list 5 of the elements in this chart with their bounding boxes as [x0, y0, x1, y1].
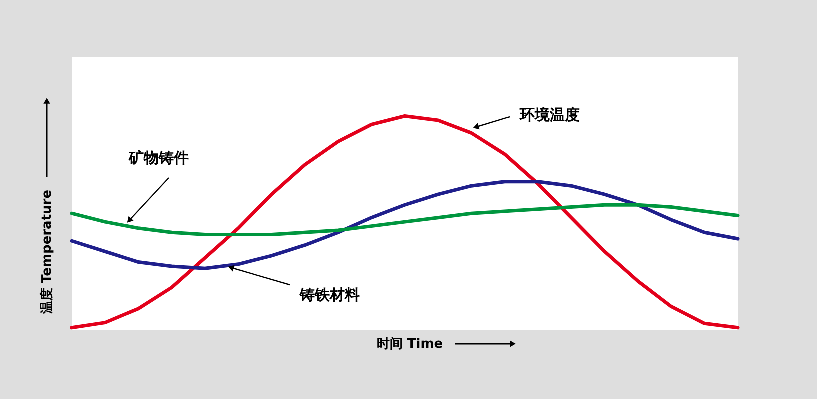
text: 矿物铸件	[128, 149, 189, 167]
text: 铸铁材料	[299, 286, 360, 304]
text: 环境温度	[519, 106, 580, 124]
y-axis-title: 温度 Temperature	[39, 190, 55, 316]
x-axis-title: 时间 Time	[376, 337, 444, 352]
